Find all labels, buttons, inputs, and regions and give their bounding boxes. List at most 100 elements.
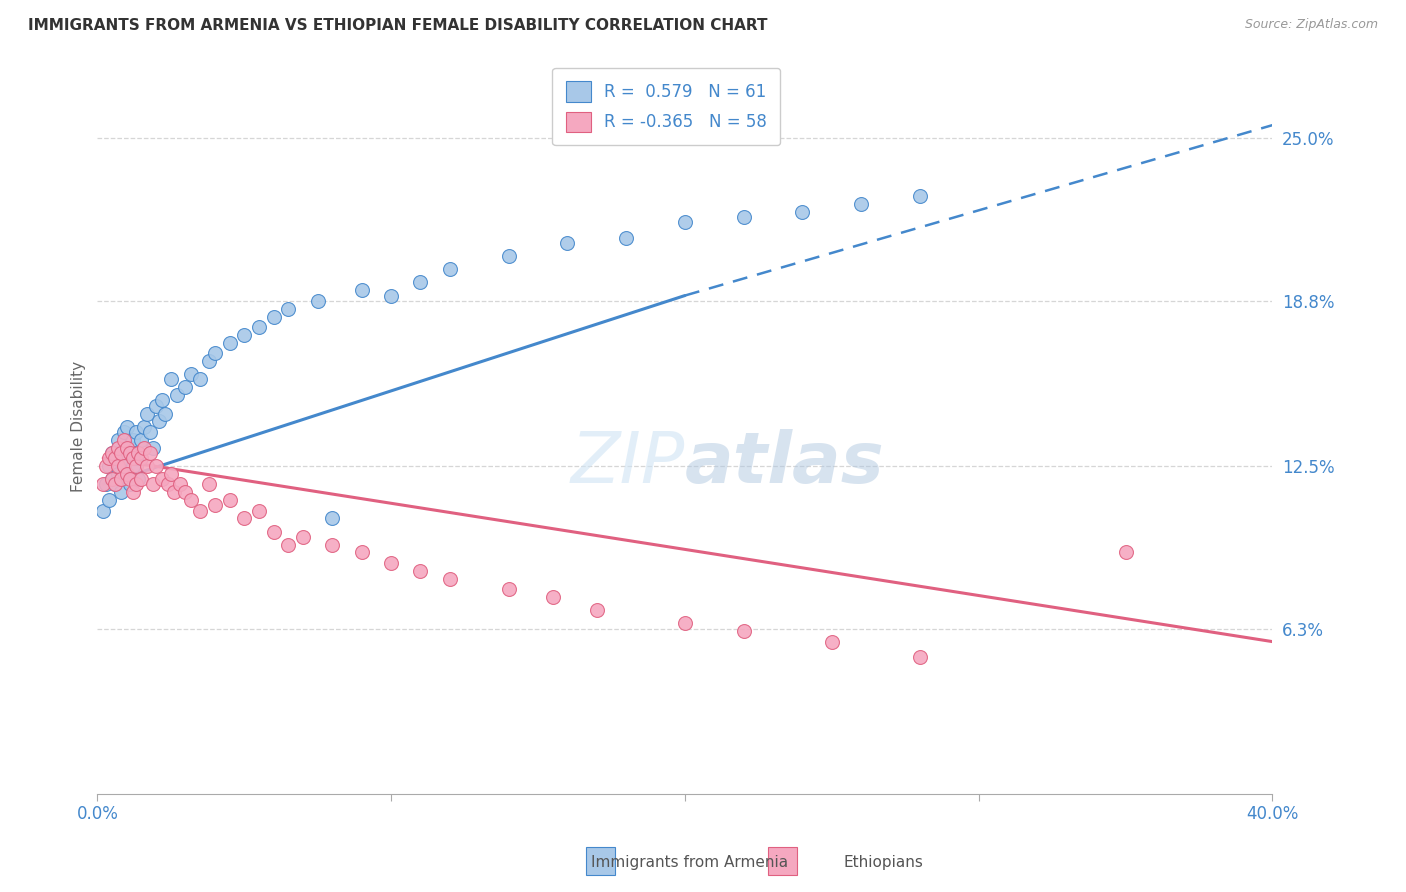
Point	[673, 616, 696, 631]
Point	[380, 556, 402, 570]
Point	[139, 446, 162, 460]
Point	[277, 301, 299, 316]
Point	[118, 477, 141, 491]
Point	[121, 433, 143, 447]
Point	[124, 425, 146, 439]
Point	[110, 472, 132, 486]
Point	[180, 493, 202, 508]
Point	[188, 372, 211, 386]
Point	[148, 414, 170, 428]
Point	[908, 189, 931, 203]
Point	[350, 545, 373, 559]
Point	[585, 603, 607, 617]
Point	[1115, 545, 1137, 559]
Point	[101, 446, 124, 460]
Point	[98, 451, 121, 466]
Point	[733, 624, 755, 639]
Point	[218, 335, 240, 350]
Text: Ethiopians: Ethiopians	[844, 855, 924, 870]
Point	[541, 590, 564, 604]
Point	[159, 467, 181, 481]
Point	[498, 582, 520, 597]
Point	[115, 451, 138, 466]
Point	[142, 477, 165, 491]
Point	[96, 477, 118, 491]
Point	[733, 210, 755, 224]
Point	[142, 441, 165, 455]
Point	[409, 564, 432, 578]
Point	[614, 231, 637, 245]
Point	[145, 458, 167, 473]
Point	[291, 530, 314, 544]
Point	[118, 472, 141, 486]
Point	[131, 433, 153, 447]
Point	[131, 472, 153, 486]
Point	[198, 477, 221, 491]
Point	[107, 441, 129, 455]
Point	[96, 458, 118, 473]
Point	[136, 458, 159, 473]
Point	[439, 572, 461, 586]
Text: Immigrants from Armenia: Immigrants from Armenia	[591, 855, 787, 870]
Text: ZIP: ZIP	[571, 429, 685, 498]
Point	[112, 458, 135, 473]
Point	[166, 388, 188, 402]
Point	[118, 446, 141, 460]
Point	[153, 407, 176, 421]
Point	[498, 249, 520, 263]
Point	[145, 399, 167, 413]
Point	[321, 538, 343, 552]
Point	[169, 477, 191, 491]
Text: IMMIGRANTS FROM ARMENIA VS ETHIOPIAN FEMALE DISABILITY CORRELATION CHART: IMMIGRANTS FROM ARMENIA VS ETHIOPIAN FEM…	[28, 18, 768, 33]
Point	[134, 441, 156, 455]
Point	[174, 485, 197, 500]
Point	[557, 236, 579, 251]
Point	[247, 320, 270, 334]
Point	[233, 327, 256, 342]
Point	[121, 446, 143, 460]
Bar	[768, 847, 797, 875]
Point	[439, 262, 461, 277]
Point	[98, 458, 121, 473]
Point	[218, 493, 240, 508]
Point	[204, 498, 226, 512]
Point	[321, 511, 343, 525]
Point	[118, 441, 141, 455]
Point	[104, 477, 127, 491]
Point	[110, 472, 132, 486]
Point	[307, 293, 329, 308]
Point	[263, 310, 285, 324]
Point	[180, 368, 202, 382]
Point	[112, 425, 135, 439]
Point	[849, 196, 872, 211]
Point	[112, 458, 135, 473]
Point	[204, 346, 226, 360]
Point	[277, 538, 299, 552]
Point	[198, 354, 221, 368]
Point	[112, 433, 135, 447]
Point	[233, 511, 256, 525]
Point	[673, 215, 696, 229]
Point	[104, 451, 127, 466]
Point	[115, 467, 138, 481]
Point	[139, 425, 162, 439]
Point	[156, 477, 179, 491]
Point	[91, 503, 114, 517]
Point	[131, 451, 153, 466]
Point	[159, 372, 181, 386]
Point	[104, 477, 127, 491]
Point	[121, 458, 143, 473]
Point	[101, 472, 124, 486]
Point	[124, 458, 146, 473]
Point	[908, 650, 931, 665]
Point	[150, 393, 173, 408]
Bar	[585, 847, 614, 875]
Point	[136, 407, 159, 421]
Point	[107, 433, 129, 447]
Point	[350, 283, 373, 297]
Point	[821, 634, 844, 648]
Point	[127, 472, 149, 486]
Point	[127, 446, 149, 460]
Point	[110, 446, 132, 460]
Point	[409, 276, 432, 290]
